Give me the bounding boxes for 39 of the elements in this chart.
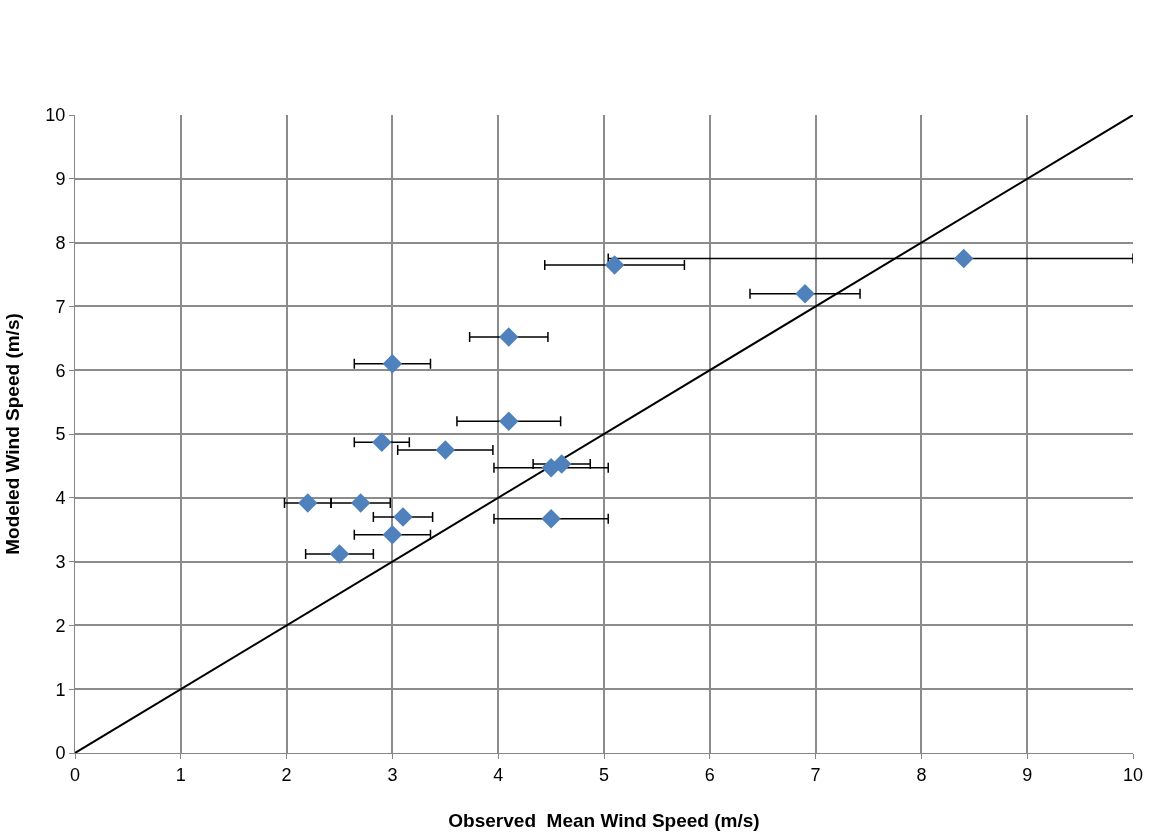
y-tick-label: 4 bbox=[55, 488, 66, 509]
x-tick-label: 3 bbox=[387, 764, 398, 785]
y-tick-label: 1 bbox=[55, 679, 66, 700]
point bbox=[795, 283, 815, 304]
y-tick-label: 10 bbox=[45, 105, 66, 126]
point bbox=[393, 507, 413, 527]
x-tick-label: 6 bbox=[704, 764, 715, 785]
point bbox=[499, 411, 519, 431]
x-tick-label: 4 bbox=[493, 764, 504, 785]
x-tick-label: 5 bbox=[598, 764, 610, 785]
x-tick-label: 7 bbox=[810, 764, 821, 785]
point bbox=[953, 248, 974, 269]
point bbox=[541, 509, 561, 529]
y-tick-label: 0 bbox=[55, 743, 66, 764]
y-tick-label: 2 bbox=[55, 615, 66, 636]
x-tick-label: 10 bbox=[1122, 764, 1144, 785]
y-axis-title: Modeled Wind Speed (m/s) bbox=[2, 313, 24, 555]
y-tick-label: 8 bbox=[55, 232, 66, 253]
y-tick-label: 5 bbox=[55, 424, 66, 445]
x-tick-label: 0 bbox=[69, 764, 81, 785]
point bbox=[329, 544, 350, 564]
point bbox=[604, 255, 625, 275]
x-tick-label: 2 bbox=[281, 764, 292, 785]
x-tick-label: 1 bbox=[175, 764, 186, 785]
x-tick-label: 8 bbox=[916, 764, 927, 785]
y-tick-label: 3 bbox=[55, 551, 66, 572]
x-tick-label: 9 bbox=[1022, 764, 1033, 785]
x-axis-title: Observed Mean Wind Speed (m/s) bbox=[448, 810, 760, 832]
point bbox=[382, 354, 403, 374]
point bbox=[382, 525, 403, 545]
y-tick-label: 6 bbox=[55, 360, 66, 381]
point bbox=[551, 454, 572, 474]
point bbox=[499, 327, 519, 347]
y-tick-label: 7 bbox=[55, 296, 66, 317]
y-tick-label: 9 bbox=[55, 169, 66, 190]
point bbox=[435, 440, 456, 460]
point bbox=[372, 432, 392, 453]
point bbox=[298, 493, 318, 513]
point bbox=[350, 493, 371, 513]
